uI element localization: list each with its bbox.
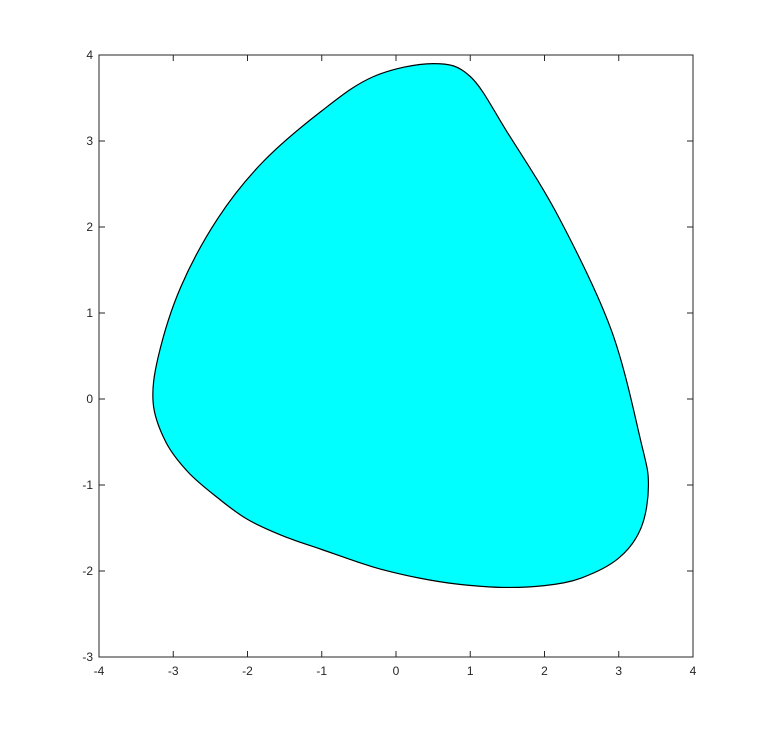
x-tick-label: -2 [242, 664, 253, 678]
y-tick-label: 0 [86, 392, 93, 406]
filled-region [152, 62, 650, 589]
x-tick-label: 4 [690, 664, 697, 678]
y-tick-label: -2 [82, 564, 93, 578]
x-tick-label: -4 [94, 664, 105, 678]
x-tick-label: 1 [467, 664, 474, 678]
x-tick-label: -1 [316, 664, 327, 678]
x-tick-label: 3 [615, 664, 622, 678]
y-tick-label: 1 [86, 306, 93, 320]
y-tick-label: 4 [86, 48, 93, 62]
y-tick-label: -1 [82, 478, 93, 492]
x-tick-label: -3 [168, 664, 179, 678]
x-tick-label: 2 [541, 664, 548, 678]
y-tick-label: 3 [86, 134, 93, 148]
y-tick-label: -3 [82, 650, 93, 664]
x-tick-label: 0 [393, 664, 400, 678]
y-tick-label: 2 [86, 220, 93, 234]
